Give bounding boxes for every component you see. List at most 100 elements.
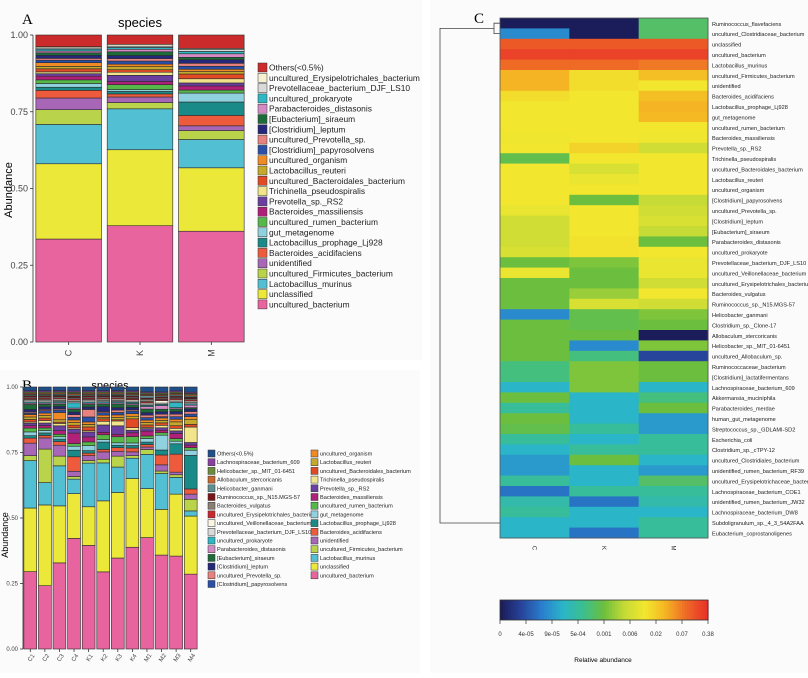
colorbar-segment	[526, 600, 530, 620]
y-tick-label: 0.50	[10, 184, 28, 194]
bar-segment	[111, 386, 125, 391]
bar-segment	[154, 434, 169, 451]
heatmap-cell	[500, 371, 570, 383]
bar-segment	[140, 446, 154, 450]
bar-segment	[96, 439, 110, 443]
heatmap-cell	[500, 506, 570, 518]
heatmap-row-label: Subdoligranulum_sp._4_3_54A2FAA	[712, 521, 804, 527]
bar-segment	[178, 89, 245, 94]
heatmap-cell	[638, 330, 709, 341]
heatmap-cell	[638, 465, 709, 477]
bar-segment	[183, 404, 198, 408]
bar-segment	[140, 422, 154, 426]
legend-label: Prevotellaceae_bacterium_DJF_LS10	[269, 83, 410, 93]
legend-swatch	[207, 493, 216, 501]
chart-a-svg: A species Abundance 0.00 0.25 0.50 0.75 1.00…	[3, 12, 420, 357]
heatmap-row-label: uncultured_Veillonellaceae_bacterium	[712, 271, 807, 277]
bar-segment	[23, 427, 38, 433]
bar-segment	[106, 102, 174, 110]
colorbar-segment	[544, 600, 548, 620]
bar-segment	[125, 457, 140, 479]
heatmap-row-label: [Eubacterium]_siraeum	[712, 230, 770, 236]
chart-a-title: species	[118, 15, 163, 30]
bar-segment	[140, 430, 154, 437]
heatmap-row-label: Eubacterium_coprostanoligenes	[712, 531, 792, 537]
bar-segment	[52, 434, 67, 438]
bar-segment	[169, 418, 183, 423]
heatmap-cell	[638, 267, 709, 279]
heatmap-row-label: Prevotella_sp._RS2	[712, 147, 761, 153]
heatmap-row-label: Escherichia_coli	[712, 438, 752, 444]
legend-label: Bacteroides_vulgatus	[217, 504, 271, 510]
legend-label: Bacteroides_massiliensis	[320, 495, 383, 501]
heatmap-cell	[638, 319, 709, 331]
x-tick-label: C4	[71, 653, 81, 663]
bar-segment	[23, 386, 38, 392]
bar-segment	[140, 386, 154, 393]
colorbar-segment	[549, 600, 553, 620]
colorbar-segment	[635, 600, 639, 620]
bar-segment	[23, 425, 38, 429]
colorbar-segment	[539, 600, 543, 620]
heatmap-cell	[569, 246, 640, 258]
bar-segment	[81, 431, 96, 438]
bar-segment	[106, 69, 174, 73]
heatmap-cell	[569, 527, 640, 539]
heatmap-cell	[569, 309, 640, 321]
legend-swatch	[310, 458, 319, 466]
bar-segment	[52, 425, 67, 431]
heatmap-cell	[569, 330, 640, 341]
legend-swatch	[257, 62, 268, 73]
heatmap-cell	[638, 246, 709, 258]
colorbar-segment	[588, 600, 592, 620]
bar-segment	[35, 83, 102, 88]
bar-segment	[38, 412, 52, 416]
bar-segment	[111, 403, 125, 408]
heatmap-cell	[569, 402, 640, 414]
bar-segment	[140, 395, 154, 399]
bar-segment	[183, 515, 198, 575]
legend-swatch	[310, 467, 319, 475]
heatmap-row-label: Clostridium_sp._Clone-17	[712, 323, 776, 329]
heatmap-cell	[569, 122, 640, 133]
bar-segment	[35, 73, 102, 77]
bar-segment	[140, 454, 154, 489]
legend-label: Helicobacter_sp._MIT_01-6451	[217, 469, 295, 475]
x-tick-label: M4	[187, 652, 197, 663]
bar-segment	[38, 415, 52, 419]
heatmap-cell	[500, 163, 570, 175]
heatmap-cell	[569, 132, 640, 144]
legend-swatch	[257, 186, 268, 196]
y-tick-label: 1.00	[6, 385, 18, 391]
legend-swatch	[257, 73, 268, 83]
colorbar-segment	[695, 600, 699, 620]
bar-segment	[81, 436, 96, 443]
panel-b-stacked-bar-chart: B species Abundance 0.00 0.25 0.50 0.75 1.00…	[0, 370, 420, 673]
heatmap-cell	[569, 215, 640, 227]
legend-swatch	[207, 519, 216, 527]
bar-segment	[96, 571, 110, 650]
legend-swatch	[310, 484, 319, 493]
legend-swatch	[257, 93, 268, 104]
bar-segment	[106, 149, 174, 227]
bar-segment	[125, 413, 140, 417]
heatmap-cell	[500, 319, 570, 331]
legend-label: uncultured_rumen_bacterium	[320, 504, 393, 510]
bar-segment	[67, 424, 81, 429]
heatmap-cell	[500, 361, 570, 373]
heatmap-cell	[500, 215, 570, 227]
bar-segment	[23, 419, 38, 423]
heatmap-cell	[638, 309, 709, 321]
colorbar-segment	[557, 600, 561, 620]
bar-segment	[67, 402, 81, 409]
bar-segment	[35, 90, 102, 99]
y-tick-label: 0.25	[10, 260, 28, 270]
colorbar-segment	[502, 600, 506, 620]
bar-segment	[67, 386, 81, 392]
bar-segment	[23, 414, 38, 418]
colorbar-tick-label: 4e-05	[518, 632, 534, 638]
legend-label: uncultured_Erysipelotrichales_bacterium	[269, 73, 420, 83]
bar-segment	[140, 428, 154, 432]
bar-segment	[38, 410, 52, 414]
bar-segment	[178, 115, 245, 127]
